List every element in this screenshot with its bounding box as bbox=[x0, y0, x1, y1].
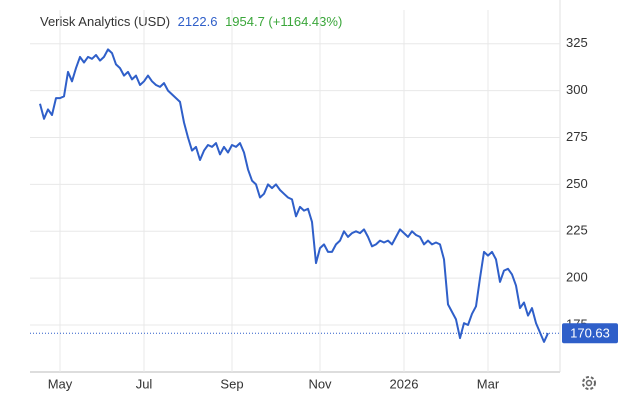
y-tick-label: 200 bbox=[566, 270, 588, 285]
settings-icon[interactable] bbox=[582, 376, 596, 390]
y-tick-label: 300 bbox=[566, 82, 588, 97]
chart-title: Verisk Analytics (USD) bbox=[40, 14, 170, 29]
last-price-box bbox=[562, 323, 618, 344]
y-tick-label: 250 bbox=[566, 176, 588, 191]
last-price-label: 170.63 bbox=[570, 326, 610, 341]
x-tick-label: May bbox=[48, 376, 73, 391]
x-tick-label: Mar bbox=[477, 376, 500, 391]
x-tick-label: 2026 bbox=[390, 376, 419, 391]
y-tick-label: 275 bbox=[566, 129, 588, 144]
header-change: 1954.7 (+1164.43%) bbox=[225, 14, 342, 29]
y-tick-label: 225 bbox=[566, 223, 588, 238]
x-tick-label: Nov bbox=[308, 376, 332, 391]
x-tick-label: Sep bbox=[220, 376, 243, 391]
grid-layer bbox=[30, 10, 560, 372]
chart-header: Verisk Analytics (USD) 2122.6 1954.7 (+1… bbox=[40, 14, 342, 29]
price-line bbox=[39, 48, 549, 343]
header-value: 2122.6 bbox=[178, 14, 218, 29]
x-tick-label: Jul bbox=[136, 376, 153, 391]
y-tick-label: 325 bbox=[566, 35, 588, 50]
